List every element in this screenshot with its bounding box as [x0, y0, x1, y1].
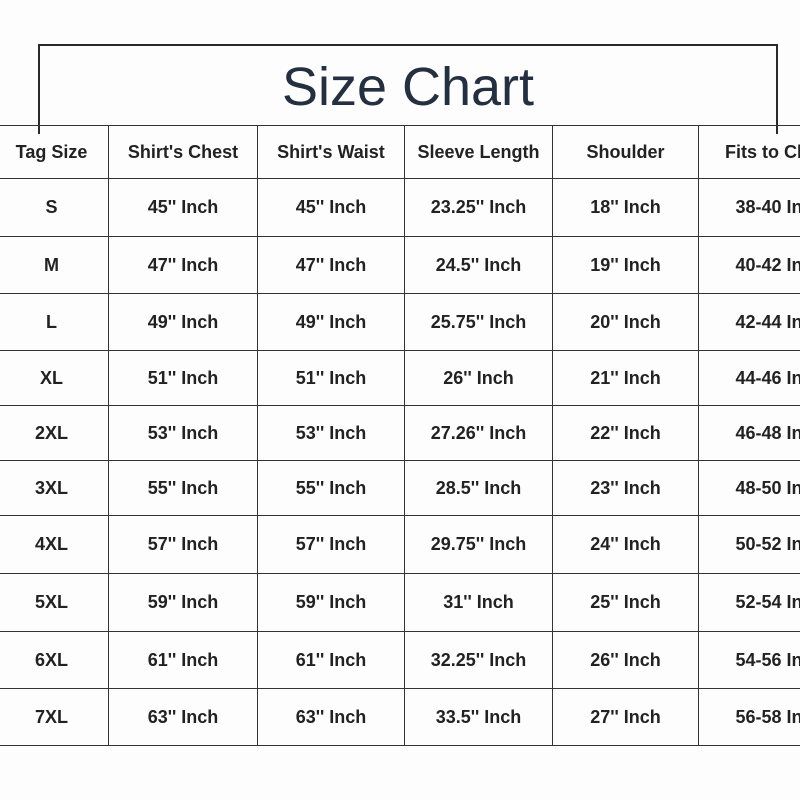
table-cell: 49'' Inch: [108, 293, 258, 351]
table-cell: 63'' Inch: [108, 688, 258, 746]
table-cell: 21'' Inch: [552, 350, 699, 406]
table-cell: 59'' Inch: [257, 573, 405, 632]
table-cell: 26'' Inch: [552, 631, 699, 689]
table-cell: 25'' Inch: [552, 573, 699, 632]
table-cell: 2XL: [0, 405, 109, 461]
table-cell: 7XL: [0, 688, 109, 746]
table-cell: 23'' Inch: [552, 460, 699, 516]
title-box: Size Chart: [38, 44, 778, 134]
table-cell: M: [0, 236, 109, 294]
table-cell: 47'' Inch: [108, 236, 258, 294]
table-cell: 53'' Inch: [257, 405, 405, 461]
table-cell: 47'' Inch: [257, 236, 405, 294]
table-cell: 56-58 Inch: [698, 688, 800, 746]
table-cell: L: [0, 293, 109, 351]
table-cell: 61'' Inch: [257, 631, 405, 689]
table-cell: 45'' Inch: [108, 178, 258, 237]
table-cell: 31'' Inch: [404, 573, 553, 632]
table-cell: 46-48 Inch: [698, 405, 800, 461]
table-cell: S: [0, 178, 109, 237]
column-header: Shoulder: [552, 125, 699, 179]
table-cell: 22'' Inch: [552, 405, 699, 461]
table-cell: 26'' Inch: [404, 350, 553, 406]
table-cell: 61'' Inch: [108, 631, 258, 689]
table-cell: 38-40 Inch: [698, 178, 800, 237]
table-cell: 44-46 Inch: [698, 350, 800, 406]
column-header: Tag Size: [0, 125, 109, 179]
column-header: Fits to Chest: [698, 125, 800, 179]
table-cell: 57'' Inch: [108, 515, 258, 574]
table-cell: 52-54 Inch: [698, 573, 800, 632]
table-cell: 20'' Inch: [552, 293, 699, 351]
table-cell: 63'' Inch: [257, 688, 405, 746]
table-cell: 59'' Inch: [108, 573, 258, 632]
table-cell: 55'' Inch: [108, 460, 258, 516]
table-cell: 51'' Inch: [257, 350, 405, 406]
table-cell: 33.5'' Inch: [404, 688, 553, 746]
table-cell: 19'' Inch: [552, 236, 699, 294]
table-cell: 54-56 Inch: [698, 631, 800, 689]
column-header: Shirt's Chest: [108, 125, 258, 179]
column-header: Sleeve Length: [404, 125, 553, 179]
title: Size Chart: [281, 57, 535, 117]
table-cell: 42-44 Inch: [698, 293, 800, 351]
table-cell: 53'' Inch: [108, 405, 258, 461]
table-cell: 5XL: [0, 573, 109, 632]
table-cell: 32.25'' Inch: [404, 631, 553, 689]
table-cell: 45'' Inch: [257, 178, 405, 237]
table-cell: 23.25'' Inch: [404, 178, 553, 237]
table-cell: 48-50 Inch: [698, 460, 800, 516]
table-cell: 40-42 Inch: [698, 236, 800, 294]
table-cell: 27'' Inch: [552, 688, 699, 746]
table-cell: 57'' Inch: [257, 515, 405, 574]
table-cell: 55'' Inch: [257, 460, 405, 516]
table-cell: 18'' Inch: [552, 178, 699, 237]
table-cell: 27.26'' Inch: [404, 405, 553, 461]
table-cell: 24'' Inch: [552, 515, 699, 574]
table-cell: 25.75'' Inch: [404, 293, 553, 351]
table-cell: 29.75'' Inch: [404, 515, 553, 574]
table-cell: 28.5'' Inch: [404, 460, 553, 516]
table-cell: 51'' Inch: [108, 350, 258, 406]
column-header: Shirt's Waist: [257, 125, 405, 179]
table-cell: 3XL: [0, 460, 109, 516]
table-cell: 24.5'' Inch: [404, 236, 553, 294]
table-cell: 6XL: [0, 631, 109, 689]
table-cell: XL: [0, 350, 109, 406]
table-cell: 4XL: [0, 515, 109, 574]
table-cell: 50-52 Inch: [698, 515, 800, 574]
table-cell: 49'' Inch: [257, 293, 405, 351]
